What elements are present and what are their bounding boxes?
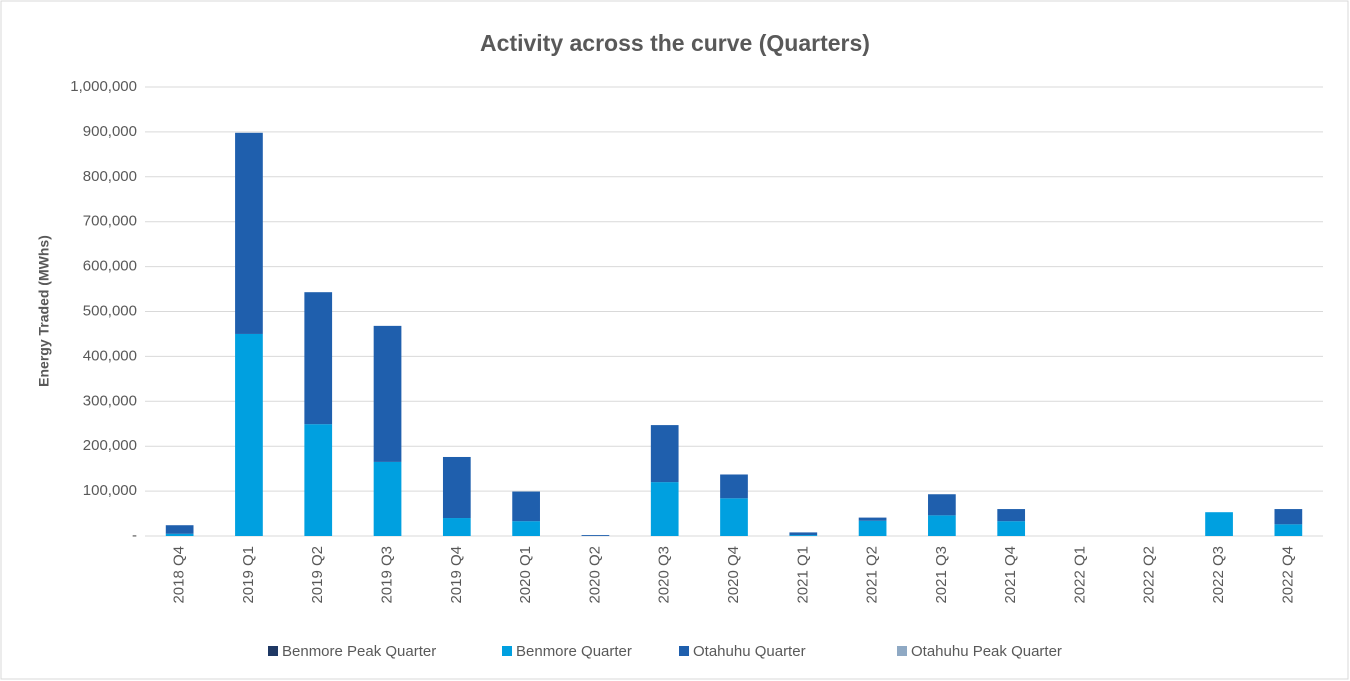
bar-segment (789, 532, 818, 536)
x-tick-label: 2022 Q2 (1141, 546, 1158, 604)
x-tick-label: 2019 Q1 (240, 546, 257, 604)
y-tick-label: - (132, 527, 137, 544)
bar-segment (581, 535, 610, 536)
bar-segment (720, 474, 748, 499)
legend-label: Otahuhu Peak Quarter (911, 643, 1062, 660)
legend-swatch (502, 646, 512, 656)
y-tick-label: 400,000 (83, 347, 137, 364)
x-tick-label: 2020 Q2 (586, 546, 603, 604)
bar-segment (928, 515, 956, 536)
bar-segment (304, 424, 333, 536)
bar-segment (373, 325, 402, 462)
y-tick-label: 500,000 (83, 302, 137, 319)
bar-segment (1274, 509, 1303, 525)
legend-label: Benmore Quarter (516, 643, 632, 660)
x-tick-label: 2020 Q3 (656, 546, 673, 604)
x-tick-label: 2019 Q3 (378, 546, 395, 604)
x-tick-label: 2021 Q2 (864, 546, 881, 604)
bar-segment (650, 425, 679, 483)
legend-label: Otahuhu Quarter (693, 643, 806, 660)
x-tick-label: 2019 Q2 (309, 546, 326, 604)
bar-segment (442, 456, 471, 519)
bar-segment (235, 333, 263, 536)
x-tick-label: 2022 Q3 (1210, 546, 1227, 604)
y-tick-label: 1,000,000 (70, 78, 137, 95)
legend-swatch (679, 646, 689, 656)
bar-segment (997, 509, 1026, 522)
bar-segment (1205, 512, 1233, 536)
y-tick-label: 200,000 (83, 437, 137, 454)
x-tick-label: 2022 Q1 (1071, 546, 1088, 604)
bar-segment (304, 292, 333, 425)
x-tick-label: 2020 Q1 (517, 546, 534, 604)
legend-swatch (268, 646, 278, 656)
bar-segment (373, 461, 402, 536)
bar-segment (512, 521, 540, 536)
bar-segment (442, 518, 471, 536)
bar-segment (928, 494, 956, 516)
y-tick-label: 600,000 (83, 258, 137, 275)
y-tick-label: 100,000 (83, 482, 137, 499)
x-tick-label: 2021 Q4 (1002, 546, 1019, 604)
bar-segment (165, 533, 194, 536)
legend-swatch (897, 646, 907, 656)
legend-label: Benmore Peak Quarter (282, 643, 436, 660)
bar-segment (789, 535, 818, 536)
y-tick-label: 700,000 (83, 213, 137, 230)
bar-segment (650, 482, 679, 536)
y-tick-label: 300,000 (83, 392, 137, 409)
bar-segment (235, 132, 263, 334)
bar-segment (997, 521, 1026, 536)
bar-segment (720, 498, 748, 536)
y-axis-label: Energy Traded (MWhs) (36, 235, 52, 387)
x-tick-label: 2018 Q4 (171, 546, 188, 604)
x-tick-label: 2021 Q3 (933, 546, 950, 604)
x-tick-label: 2019 Q4 (448, 546, 465, 604)
y-tick-label: 900,000 (83, 123, 137, 140)
bar-segment (512, 491, 540, 522)
bar-segment (165, 525, 194, 534)
x-tick-label: 2021 Q1 (794, 546, 811, 604)
chart-title: Activity across the curve (Quarters) (480, 30, 870, 56)
bar-segment (858, 517, 887, 521)
y-tick-label: 800,000 (83, 168, 137, 185)
x-tick-label: 2020 Q4 (725, 546, 742, 604)
bar-segment (1274, 524, 1303, 536)
x-tick-label: 2022 Q4 (1279, 546, 1296, 604)
bar-segment (858, 520, 887, 536)
